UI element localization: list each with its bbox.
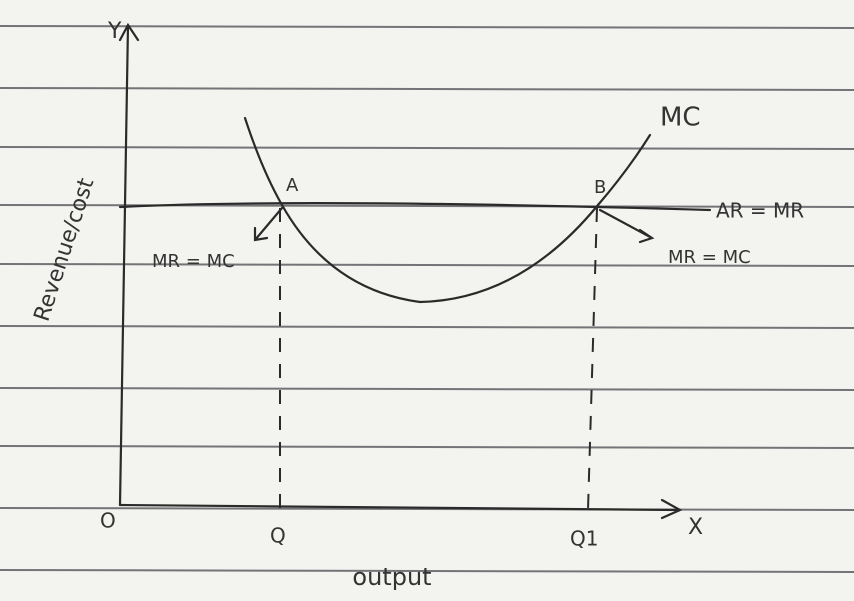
point-note: MR = MC bbox=[152, 251, 235, 272]
point-label: A bbox=[286, 175, 299, 196]
mc-curve bbox=[245, 118, 650, 302]
rule-line bbox=[0, 388, 854, 390]
y-axis-title: Revenue/cost bbox=[30, 175, 100, 325]
rule-line bbox=[0, 446, 854, 448]
ruled-paper bbox=[0, 26, 854, 572]
arrow bbox=[600, 210, 652, 242]
rule-line bbox=[0, 88, 854, 90]
arrow bbox=[255, 208, 282, 240]
drop-line bbox=[588, 208, 597, 510]
point-note: MR = MC bbox=[668, 247, 751, 268]
mc-label: MC bbox=[660, 103, 701, 133]
origin-label: O bbox=[100, 509, 116, 533]
x-axis-title: output bbox=[352, 563, 431, 591]
rule-line bbox=[0, 147, 854, 149]
rule-line bbox=[0, 326, 854, 328]
point-label: B bbox=[594, 177, 606, 198]
ar-mr-label: AR = MR bbox=[716, 199, 804, 223]
y-axis-label: Y bbox=[107, 19, 122, 44]
x-axis-label: X bbox=[688, 515, 703, 540]
quantity-label: Q bbox=[270, 524, 286, 548]
diagram: Y X O Revenue/cost output MC AR = MR A M… bbox=[0, 0, 854, 601]
quantity-label: Q1 bbox=[570, 527, 598, 551]
